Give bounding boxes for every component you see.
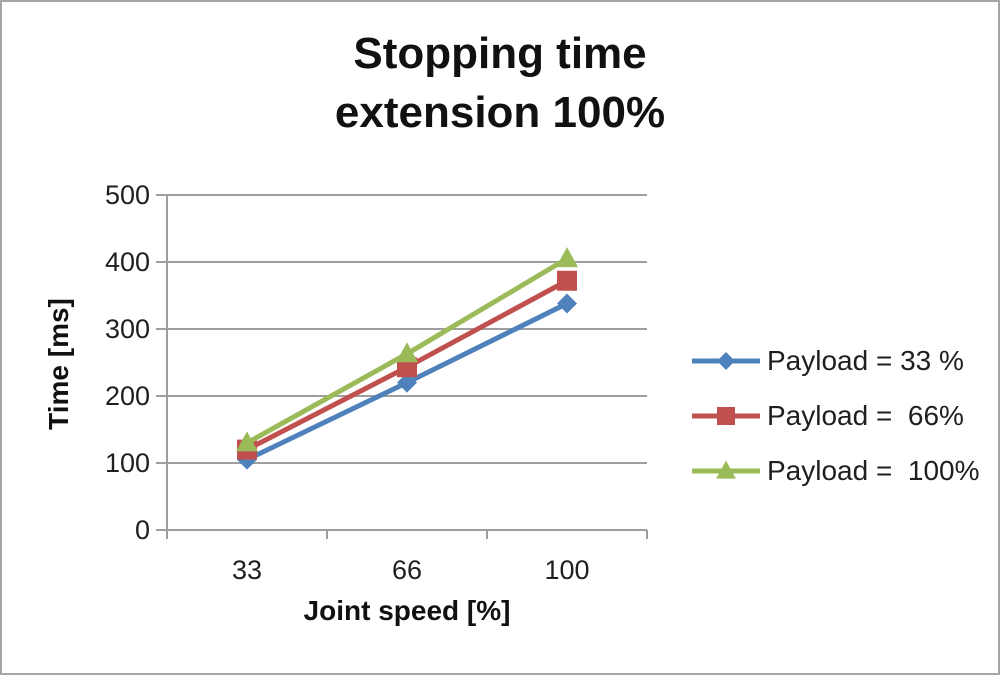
y-tick-label: 300 (105, 314, 150, 344)
y-tick-label: 200 (105, 381, 150, 411)
legend-item: Payload = 100% (690, 451, 980, 490)
series-diamond (237, 293, 577, 470)
legend-square-icon (692, 406, 760, 425)
chart-title-line2: extension 100% (334, 88, 666, 137)
x-tick-label: 33 (232, 555, 262, 585)
data-point-diamond-icon (397, 372, 417, 393)
legend-diamond-icon (692, 351, 760, 370)
chart-title-line1: Stopping time (353, 29, 647, 78)
y-tick-label: 0 (135, 515, 150, 545)
y-tick-label: 500 (105, 180, 150, 210)
legend-marker-triangle-icon (716, 460, 736, 479)
data-point-triangle-icon (236, 431, 258, 452)
y-tick-label: 400 (105, 247, 150, 277)
data-point-diamond-icon (557, 293, 577, 314)
legend-triangle-icon (692, 460, 760, 479)
x-tick-label: 100 (544, 555, 589, 585)
legend-marker-diamond-icon (717, 351, 735, 370)
legend-marker-square-icon (717, 406, 735, 425)
data-point-square-icon (557, 270, 577, 291)
series-square (237, 270, 577, 460)
x-tick-label: 66 (392, 555, 422, 585)
legend-label: Payload = 66% (767, 399, 964, 431)
y-axis-title: Time [ms] (43, 298, 74, 430)
x-axis-title: Joint speed [%] (303, 595, 511, 626)
legend-item: Payload = 33 % (690, 341, 980, 380)
chart-title: Stopping time extension 100% (2, 24, 998, 142)
data-point-triangle-icon (556, 247, 578, 268)
legend-label: Payload = 100% (767, 454, 980, 486)
legend-item: Payload = 66% (690, 396, 980, 435)
y-tick-label: 100 (105, 448, 150, 478)
series-triangle (236, 247, 578, 452)
legend-label: Payload = 33 % (767, 344, 964, 376)
legend: Payload = 33 % Payload = 66% Payload = 100… (690, 341, 980, 490)
data-point-triangle-icon (396, 342, 418, 363)
